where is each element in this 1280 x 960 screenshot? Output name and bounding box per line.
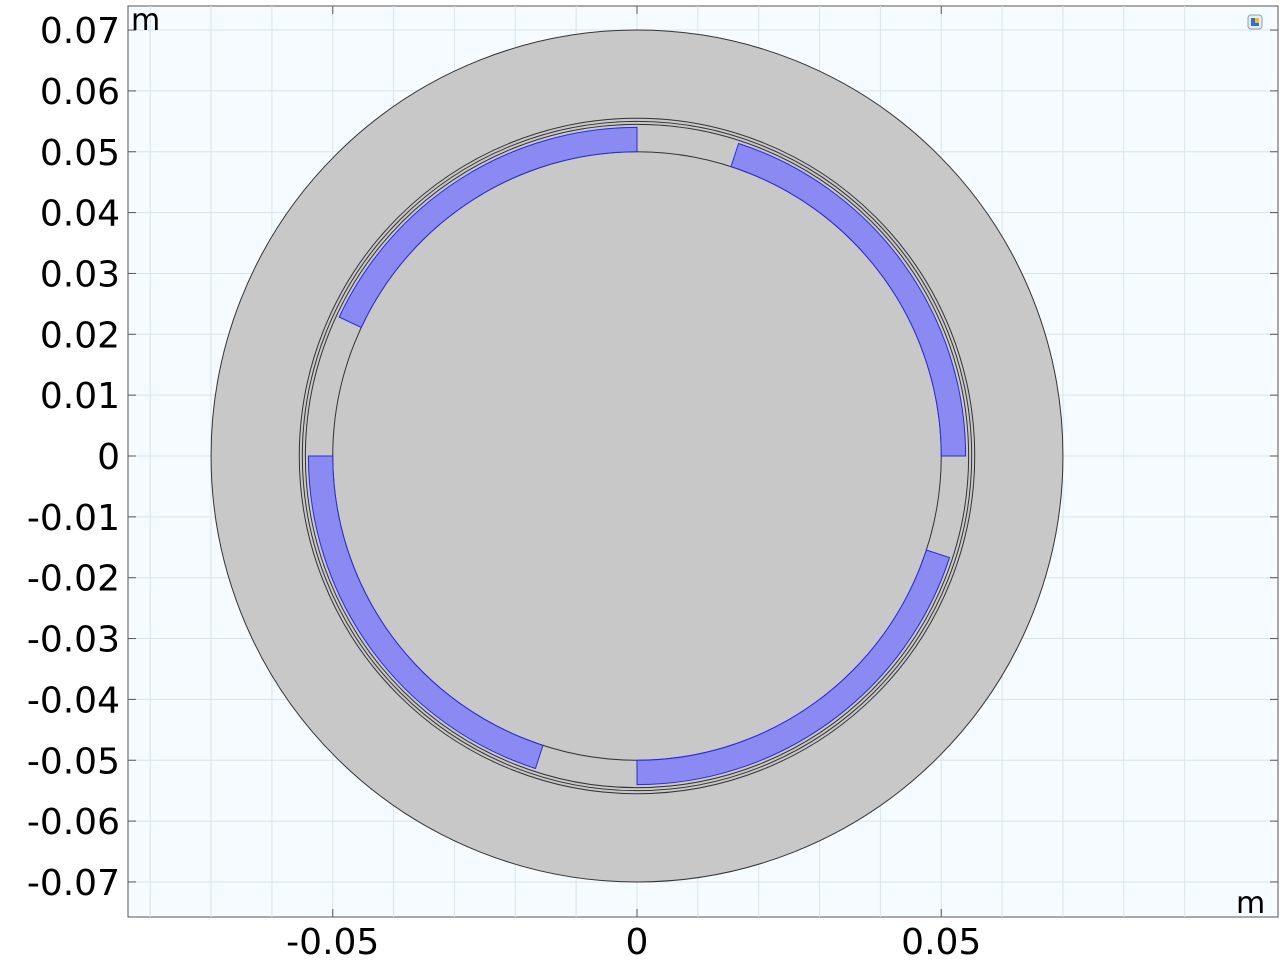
air-gap-boundary [301,120,973,792]
y-tick-label: 0.01 [40,376,120,417]
x-tick-label: 0.05 [901,922,981,960]
air-gap-boundary [298,117,976,795]
y-tick-label: 0.02 [40,315,120,356]
axis-ticks: 0.07 0.06 0.05 0.04 0.03 0.02 0.01 0 -0.01 -0.02 -… [27,6,1278,960]
y-tick-label: 0.06 [40,72,120,113]
y-tick-label: 0 [97,437,120,478]
view-cube-icon[interactable] [1247,14,1263,30]
y-tick-label: -0.01 [27,498,120,539]
y-tick-label: 0.05 [40,133,120,174]
y-tick-label: -0.07 [27,863,120,904]
y-tick-label: -0.03 [27,620,120,661]
x-axis-unit: m [1236,886,1265,921]
x-tick-label: -0.05 [286,922,379,960]
y-tick-label: 0.04 [40,194,120,235]
y-tick-label: -0.05 [27,741,120,782]
magnet-2 [307,455,544,770]
magnet-3 [636,549,951,786]
x-tick-label: 0 [626,922,649,960]
y-tick-label: -0.04 [27,680,120,721]
y-tick-label: -0.06 [27,802,120,843]
y-tick-label: -0.02 [27,559,120,600]
rotor-domain [332,151,942,761]
magnet-1 [338,126,638,329]
y-axis-unit: m [131,3,160,38]
y-tick-label: 0.03 [40,254,120,295]
magnet-4 [730,142,967,457]
air-gap-boundary [304,123,970,789]
geometry-domains [210,29,1064,883]
y-tick-label: 0.07 [40,11,120,52]
